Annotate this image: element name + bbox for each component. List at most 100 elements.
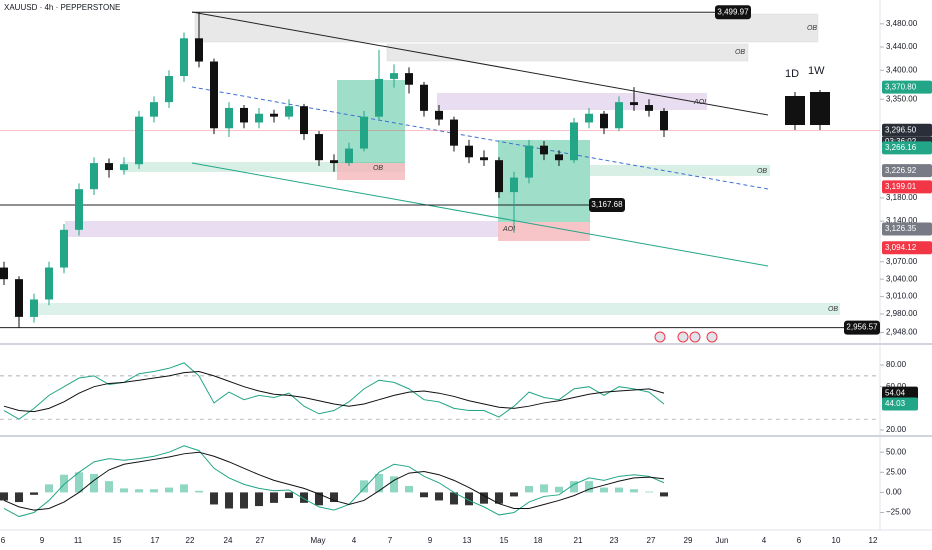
- zone-label: OB: [373, 165, 383, 172]
- histogram-bar: [555, 486, 563, 493]
- histogram-bar: [420, 492, 428, 498]
- candle-body: [60, 229, 68, 268]
- value-tag-label: 54.04: [885, 388, 906, 397]
- x-tick-label: 9: [40, 536, 45, 545]
- x-tick-label: Jun: [716, 536, 729, 545]
- histogram-bar: [405, 485, 413, 493]
- candle-body: [225, 107, 233, 129]
- y-tick-label: 3,180.00: [886, 193, 918, 202]
- candle-body: [570, 122, 578, 161]
- event-icon[interactable]: [689, 331, 701, 343]
- ob-zone: [37, 303, 840, 315]
- stop-zone: [337, 163, 405, 180]
- candle-body: [615, 102, 623, 129]
- y-tick-label: 3,070.00: [886, 257, 918, 266]
- price-tag-label: 3,266.16: [885, 143, 917, 152]
- x-tick-label: 7: [388, 536, 393, 545]
- price-tag: [882, 222, 932, 236]
- histogram-bar: [630, 489, 638, 493]
- histogram-bar: [150, 489, 158, 493]
- value-tag: [882, 386, 918, 400]
- histogram-bar: [585, 481, 593, 493]
- histogram-bar: [120, 488, 128, 493]
- candle-body: [360, 116, 368, 149]
- histogram-bar: [510, 492, 518, 497]
- drawings: [191, 11, 830, 343]
- x-tick-label: 9: [428, 536, 433, 545]
- candle-body: [435, 110, 443, 120]
- candle-body: [600, 113, 608, 129]
- y-tick-label: 2,948.00: [886, 328, 918, 337]
- ob-zone: [122, 162, 405, 172]
- x-tick-label: 15: [113, 536, 122, 545]
- y-tick-label: 3,400.00: [886, 65, 918, 74]
- histogram-bar: [480, 492, 488, 504]
- zone-label: OB: [807, 25, 817, 32]
- callout-label: 2,956.57: [846, 323, 878, 332]
- histogram-bar: [90, 473, 98, 493]
- event-icon[interactable]: [677, 331, 689, 343]
- x-tick-label: 10: [832, 536, 841, 545]
- histogram-bar: [495, 492, 503, 504]
- histogram-bar: [210, 492, 218, 505]
- histogram-bar: [390, 476, 398, 493]
- x-tick-label: 4: [352, 536, 357, 545]
- x-tick-label: 24: [224, 536, 233, 545]
- value-tag-label: 44.03: [885, 399, 906, 408]
- x-tick-label: 6: [797, 536, 802, 545]
- series-line: [3, 451, 665, 511]
- candle-body: [315, 134, 323, 161]
- histogram-bar: [465, 492, 473, 506]
- candle-body: [495, 160, 503, 193]
- candle-body: [45, 267, 53, 300]
- x-tick-label: 15: [500, 536, 509, 545]
- zone-label: AOI: [502, 226, 515, 233]
- histogram-bar: [645, 491, 653, 493]
- x-tick-label: 17: [151, 536, 160, 545]
- x-tick-label: 27: [647, 536, 656, 545]
- candle-body: [645, 105, 653, 111]
- price-tag-label: 3,226.92: [885, 166, 917, 175]
- zone-label: OB: [735, 49, 745, 56]
- x-tick-label: 23: [610, 536, 619, 545]
- x-tick-label: May: [310, 536, 325, 545]
- channel-line: [191, 162, 769, 267]
- candle-body: [345, 148, 353, 164]
- x-tick-label: 27: [256, 536, 265, 545]
- histogram-bar: [375, 473, 383, 493]
- price-tag: [882, 80, 932, 94]
- y-tick-label: 3,440.00: [886, 42, 918, 51]
- price-tag-label: 3,126.35: [885, 224, 917, 233]
- timeframe-label: 1W: [808, 65, 825, 77]
- trend-line: [191, 11, 769, 116]
- price-tag: [882, 141, 932, 155]
- price-tag: [882, 180, 932, 194]
- series-line: [3, 371, 665, 413]
- zone-label: OB: [828, 306, 838, 313]
- y-tick-label: 25.00: [886, 467, 907, 476]
- histogram-bar: [225, 492, 233, 509]
- event-icon[interactable]: [654, 331, 666, 343]
- candle-body: [210, 61, 218, 129]
- candle-body: [555, 154, 563, 161]
- price-tag: [882, 123, 932, 137]
- ob-zone: [386, 43, 749, 62]
- candle-body: [120, 164, 128, 171]
- candle-body: [30, 299, 38, 317]
- histogram-bar: [0, 492, 8, 501]
- candle-body: [390, 73, 398, 79]
- histogram-bar: [105, 481, 113, 493]
- histogram-bar: [450, 492, 458, 505]
- event-icon[interactable]: [706, 331, 718, 343]
- candle-body: [270, 113, 278, 117]
- histogram-bar: [600, 487, 608, 493]
- price-tag-label: 3,199.01: [885, 182, 917, 191]
- timeframe-label: 1D: [785, 68, 799, 80]
- series-line: [3, 445, 665, 518]
- y-tick-label: 50.00: [886, 447, 907, 456]
- candle-body: [150, 102, 158, 117]
- histogram-bar: [45, 484, 53, 493]
- candle-body: [375, 78, 383, 117]
- aoi-zone: [65, 221, 498, 237]
